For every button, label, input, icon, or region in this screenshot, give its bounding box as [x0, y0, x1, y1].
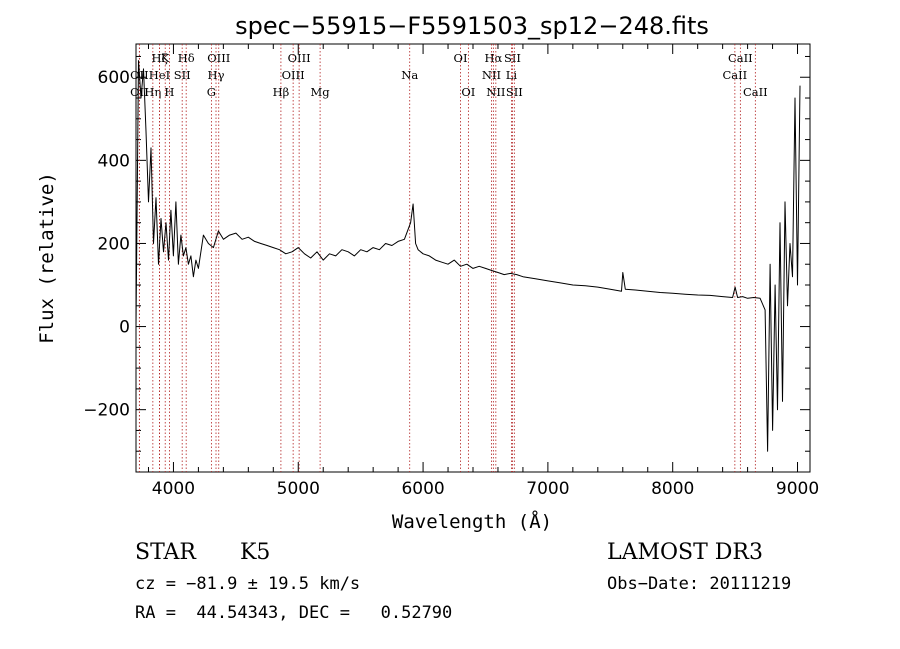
- y-tick-label: 200: [98, 234, 130, 254]
- spectral-line-label: SII: [506, 85, 523, 99]
- y-tick-label: −200: [83, 401, 130, 421]
- spectral-line-label: Na: [401, 68, 418, 82]
- spectral-line-label: CaII: [728, 51, 753, 65]
- obs-date-label: Obs−Date: 20111219: [607, 574, 792, 594]
- x-tick-label: 9000: [776, 479, 819, 499]
- spectral-line-label: Mg: [311, 85, 331, 99]
- subclass-label: K5: [240, 540, 271, 565]
- x-tick-label: 8000: [651, 479, 694, 499]
- spectral-line-label: Hβ: [273, 85, 290, 99]
- spectral-line-label: Hη: [144, 85, 161, 99]
- redshift-label: cz = −81.9 ± 19.5 km/s: [135, 574, 361, 594]
- spectral-line-label: HeI: [149, 68, 170, 82]
- spectral-line-label: OIII: [207, 51, 230, 65]
- spectral-line-label: SII: [504, 51, 521, 65]
- survey-label: LAMOST DR3: [607, 540, 763, 565]
- spectral-line-label: Li: [506, 68, 518, 82]
- plot-frame: [135, 43, 811, 473]
- spectral-line-label: H: [164, 85, 174, 99]
- spectral-line-label: Hγ: [208, 68, 225, 82]
- spectral-line-label: OIII: [288, 51, 311, 65]
- spectral-line-label: OIII: [282, 68, 305, 82]
- chart-title: spec−55915−F5591503_sp12−248.fits: [235, 12, 709, 40]
- spectral-line-label: Hα: [484, 51, 502, 65]
- spectral-line-label: Hζ: [151, 51, 167, 65]
- y-axis-label: Flux (relative): [36, 172, 58, 344]
- spectral-line-label: OI: [454, 51, 468, 65]
- coordinates-label: RA = 44.54343, DEC = 0.52790: [135, 603, 453, 623]
- spectral-line-label: K: [161, 51, 170, 65]
- y-tick-label: 0: [119, 318, 130, 338]
- spectrum-line: [135, 60, 801, 452]
- spectral-line-label: NII: [482, 68, 501, 82]
- spectral-line-label: CaII: [743, 85, 768, 99]
- object-type-label: STAR: [135, 540, 196, 565]
- spectral-line-label: NII: [486, 85, 505, 99]
- spectral-line-label: CaII: [722, 68, 747, 82]
- spectral-line-label: SII: [174, 68, 191, 82]
- x-tick-label: 4000: [152, 479, 195, 499]
- y-tick-label: 400: [98, 151, 130, 171]
- x-tick-label: 5000: [277, 479, 320, 499]
- spectral-line-label: G: [207, 85, 216, 99]
- x-tick-label: 6000: [401, 479, 444, 499]
- x-tick-label: 7000: [526, 479, 569, 499]
- spectral-line-label: OI: [461, 85, 475, 99]
- y-tick-label: 600: [98, 68, 130, 88]
- x-axis-label: Wavelength (Å): [392, 510, 552, 533]
- spectral-line-label: Hδ: [178, 51, 195, 65]
